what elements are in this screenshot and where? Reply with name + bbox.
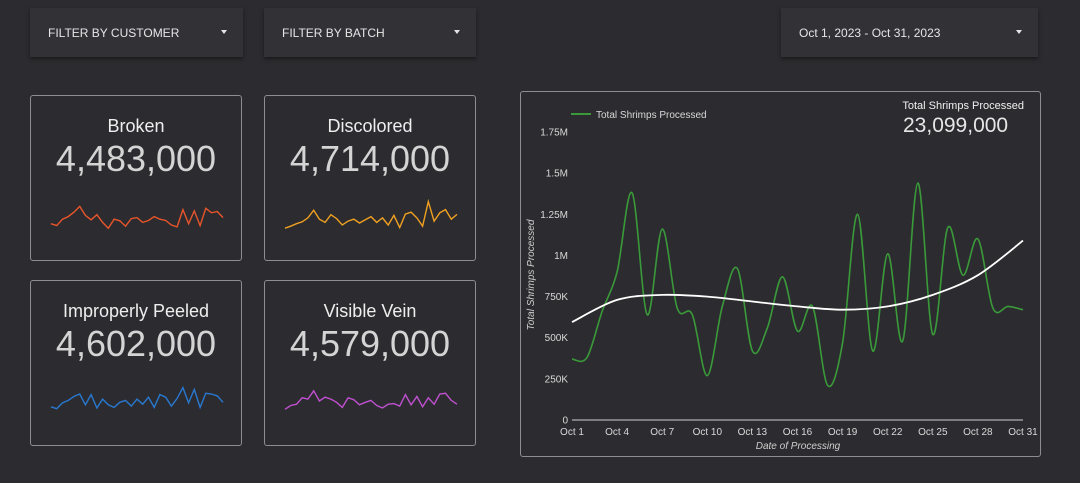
sparkline-line	[50, 205, 224, 230]
y-tick-label: 750K	[545, 292, 569, 303]
kpi-value: 23,099,000	[903, 114, 1009, 137]
y-tick-label: 500K	[545, 333, 569, 344]
x-tick-label: Oct 13	[738, 427, 768, 438]
improperly-peeled-sparkline	[50, 385, 224, 410]
x-tick-label: Oct 22	[873, 427, 903, 438]
sparkline-line	[284, 198, 458, 230]
visible-vein-scorecard: Visible Vein 4,579,000	[264, 280, 476, 446]
caret-down-icon	[221, 30, 227, 34]
x-tick-label: Oct 28	[963, 427, 993, 438]
scorecard-title: Visible Vein	[323, 301, 417, 321]
shrimps-processed-chart-panel: Total Shrimps Processed 0 250K 500K 750K 1M 1…	[520, 91, 1041, 457]
batch-filter-label: FILTER BY BATCH	[282, 25, 385, 40]
scorecard-value: 4,483,000	[55, 138, 217, 179]
date-range-label: Oct 1, 2023 - Oct 31, 2023	[799, 25, 941, 40]
sparkline-line	[284, 389, 458, 410]
y-tick-label: 1.5M	[546, 169, 568, 180]
x-tick-label: Oct 25	[918, 427, 948, 438]
scorecard-title: Improperly Peeled	[62, 301, 210, 321]
discolored-scorecard: Discolored 4,714,000	[264, 95, 476, 261]
kpi-label: Total Shrimps Processed	[902, 100, 1024, 112]
chart-legend[interactable]: Total Shrimps Processed	[571, 110, 707, 121]
x-tick-label: Oct 1	[560, 427, 584, 438]
caret-down-icon	[1016, 30, 1022, 34]
scorecard-value: 4,602,000	[55, 323, 217, 364]
x-tick-label: Oct 7	[650, 427, 674, 438]
x-tick-label: Oct 4	[605, 427, 629, 438]
broken-sparkline	[50, 205, 224, 230]
sparkline-line	[50, 385, 224, 410]
scorecard-title: Discolored	[327, 116, 413, 136]
customer-filter-label: FILTER BY CUSTOMER	[48, 25, 180, 40]
y-tick-label: 1.25M	[540, 210, 568, 221]
visible-vein-sparkline	[284, 389, 458, 410]
x-tick-label: Oct 10	[693, 427, 723, 438]
y-axis-title: Total Shrimps Processed	[526, 219, 537, 330]
scorecard-value: 4,714,000	[289, 138, 451, 179]
customer-filter-dropdown[interactable]: FILTER BY CUSTOMER	[30, 8, 243, 57]
x-axis-title: Date of Processing	[756, 441, 841, 452]
discolored-sparkline	[284, 198, 458, 230]
series-line-total-shrimps	[571, 182, 1024, 388]
date-range-picker[interactable]: Oct 1, 2023 - Oct 31, 2023	[781, 8, 1038, 57]
scorecard-value: 4,579,000	[289, 323, 451, 364]
improperly-peeled-scorecard: Improperly Peeled 4,602,000	[30, 280, 242, 446]
y-tick-label: 0	[562, 416, 568, 427]
y-tick-label: 1M	[554, 251, 568, 262]
caret-down-icon	[454, 30, 460, 34]
x-tick-label: Oct 19	[828, 427, 858, 438]
y-tick-label: 250K	[545, 374, 569, 385]
y-tick-label: 1.75M	[540, 128, 568, 139]
trendline	[571, 239, 1024, 323]
scorecard-title: Broken	[107, 116, 165, 136]
batch-filter-dropdown[interactable]: FILTER BY BATCH	[264, 8, 476, 57]
x-tick-label: Oct 31	[1008, 427, 1038, 438]
x-tick-label: Oct 16	[783, 427, 813, 438]
shrimps-processed-line-chart: Total Shrimps Processed 0 250K 500K 750K 1M 1…	[526, 110, 1038, 452]
broken-scorecard: Broken 4,483,000	[30, 95, 242, 261]
legend-label: Total Shrimps Processed	[596, 110, 707, 121]
